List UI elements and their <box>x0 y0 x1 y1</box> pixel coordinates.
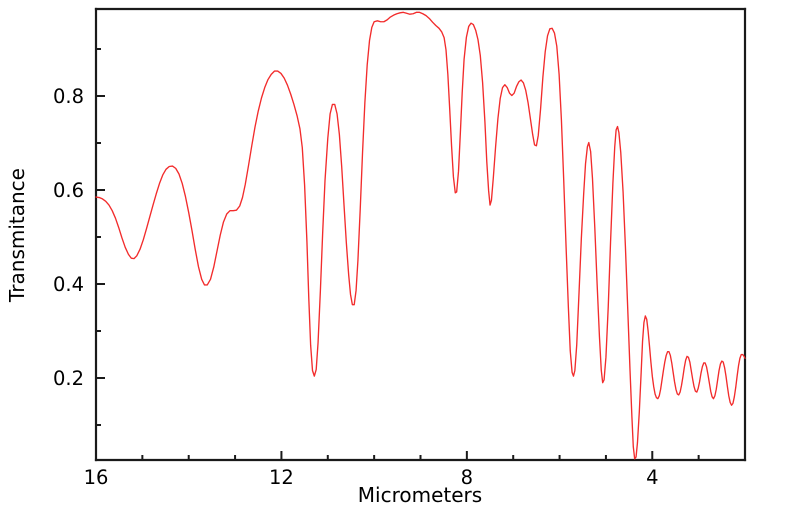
x-tick-label: 8 <box>461 466 473 489</box>
x-tick-labels: 16 12 8 4 <box>84 466 659 489</box>
y-tick-label: 0.6 <box>53 179 84 202</box>
x-tick-label: 12 <box>269 466 294 489</box>
y-axis-title: Transmitance <box>5 168 29 303</box>
axis-ticks <box>95 48 700 460</box>
y-tick-labels: 0.2 0.4 0.6 0.8 <box>53 85 84 390</box>
spectrum-line <box>95 11 746 460</box>
y-tick-label: 0.2 <box>53 367 84 390</box>
x-tick-label: 16 <box>84 466 109 489</box>
y-tick-label: 0.8 <box>53 85 84 108</box>
x-tick-label: 4 <box>646 466 658 489</box>
axis-frame <box>94 7 747 462</box>
y-tick-label: 0.4 <box>53 273 84 296</box>
x-axis-title: Micrometers <box>358 483 482 507</box>
